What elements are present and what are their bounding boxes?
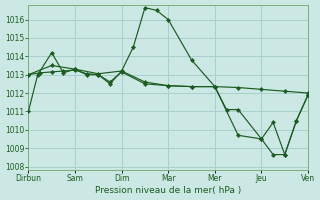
X-axis label: Pression niveau de la mer( hPa ): Pression niveau de la mer( hPa ) [95,186,241,195]
